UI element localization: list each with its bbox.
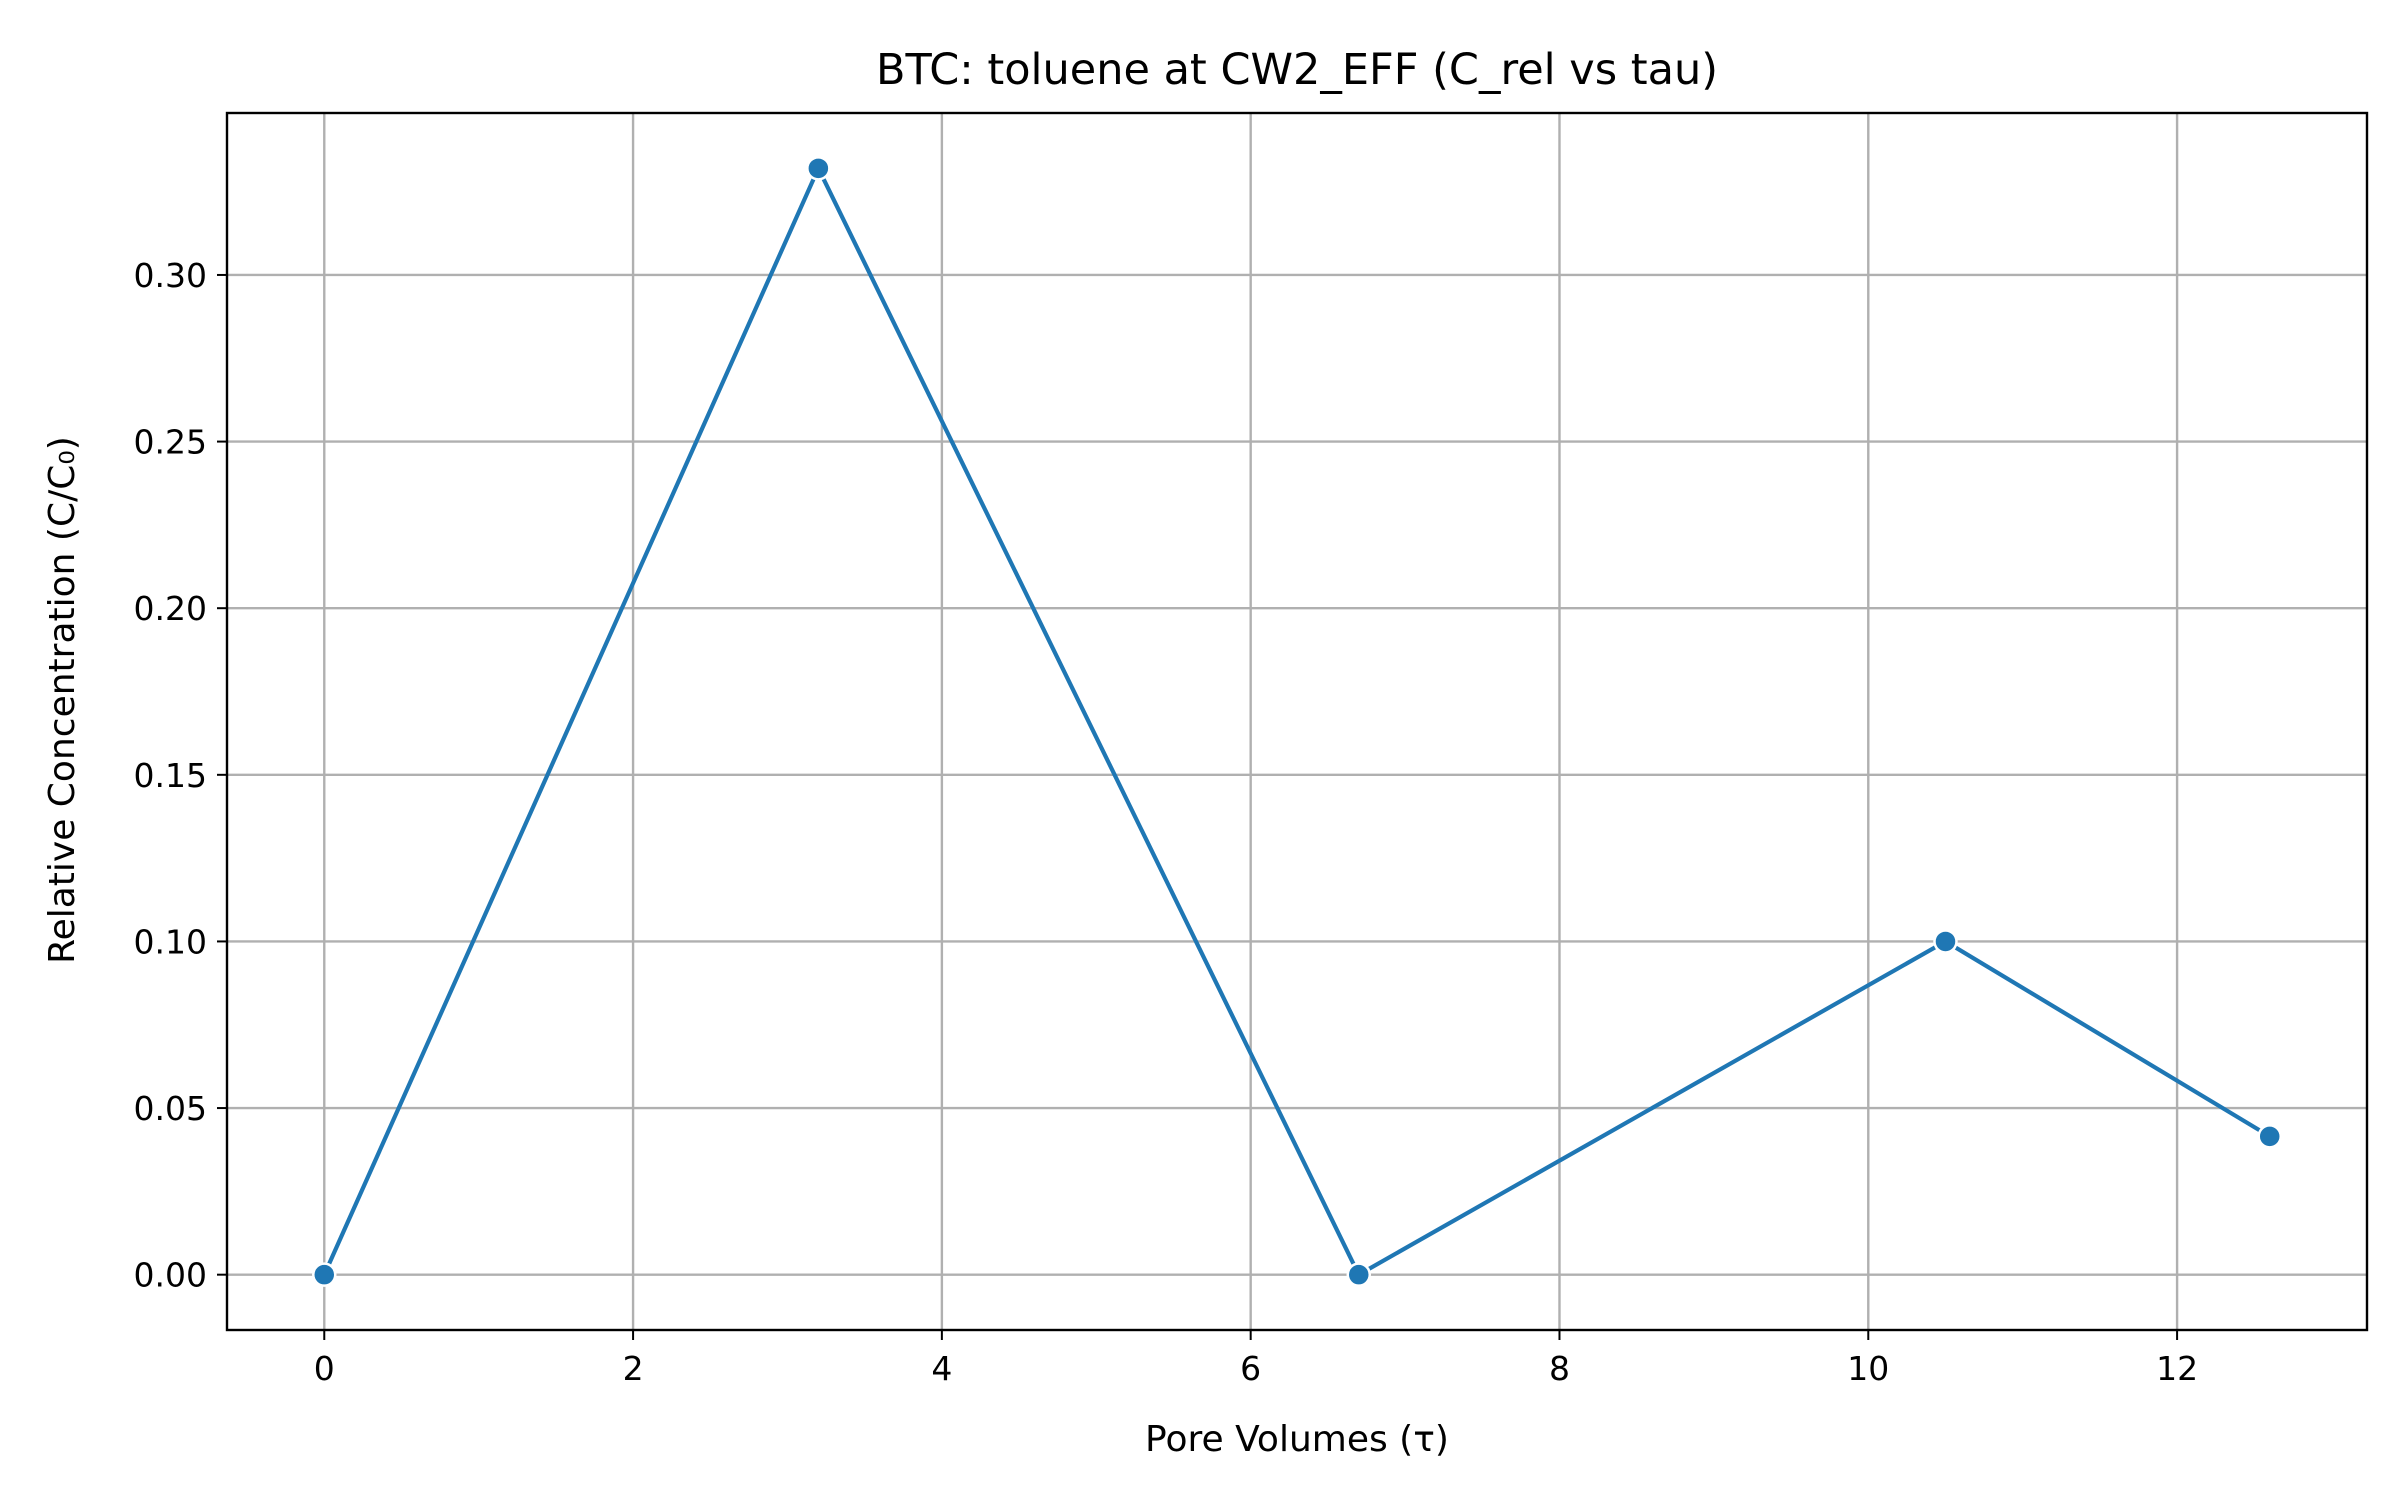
x-tick-label: 6 (1240, 1349, 1261, 1388)
grid (227, 113, 2367, 1330)
data-point (312, 1262, 337, 1287)
y-axis: 0.00 0.05 0.10 0.15 0.20 0.25 0.30 (134, 256, 227, 1295)
series-layer (312, 156, 2282, 1287)
data-point (806, 156, 831, 181)
x-axis-label: Pore Volumes (τ) (1145, 1419, 1449, 1460)
y-axis-label: Relative Concentration (C/C₀) (42, 436, 83, 964)
data-point (1933, 929, 1958, 954)
data-point (2257, 1124, 2282, 1149)
y-tick-label: 0.10 (134, 922, 207, 961)
y-tick-label: 0.15 (134, 756, 207, 795)
plot-frame (225, 111, 2369, 1332)
x-axis: 0 2 4 6 8 10 12 (314, 1330, 2198, 1388)
x-tick-label: 8 (1549, 1349, 1570, 1388)
x-tick-label: 10 (1847, 1349, 1889, 1388)
y-tick-label: 0.25 (134, 423, 207, 462)
x-tick-label: 12 (2156, 1349, 2198, 1388)
y-tick-label: 0.05 (134, 1089, 207, 1128)
data-point (1346, 1262, 1372, 1287)
x-tick-label: 2 (623, 1349, 644, 1388)
x-tick-label: 4 (931, 1349, 952, 1388)
x-tick-label: 0 (314, 1349, 335, 1388)
y-tick-label: 0.00 (134, 1256, 207, 1295)
y-tick-label: 0.20 (134, 589, 207, 628)
y-tick-label: 0.30 (134, 256, 207, 295)
chart-title: BTC: toluene at CW2_EFF (C_rel vs tau) (876, 45, 1718, 95)
